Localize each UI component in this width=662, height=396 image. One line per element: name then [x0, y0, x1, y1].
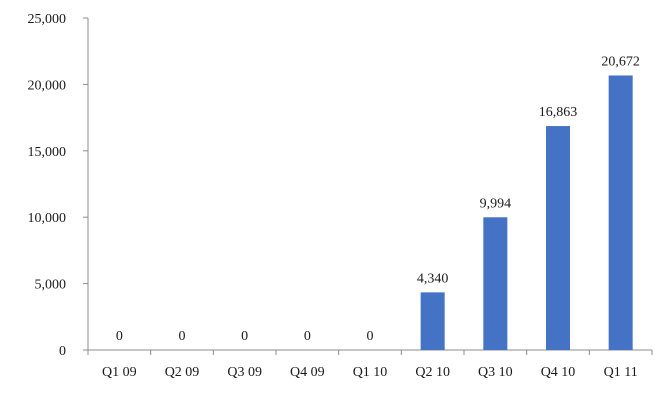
- x-tick-label: Q1 09: [102, 365, 137, 380]
- bar: [608, 75, 633, 351]
- x-axis: Q1 09 Q2 09 Q3 09 Q4 09 Q1 10 Q2 10 Q3 10 Q4 10…: [87, 349, 653, 380]
- y-tick-label: 0: [59, 344, 66, 359]
- bar: [483, 217, 508, 350]
- bar: [420, 292, 445, 350]
- data-label: 4,340: [417, 271, 449, 286]
- y-tick-label: 25,000: [28, 12, 67, 27]
- data-label: 9,994: [480, 196, 512, 211]
- data-label: 20,672: [601, 54, 640, 69]
- data-label: 0: [179, 329, 186, 344]
- x-tick-label: Q1 11: [604, 365, 638, 380]
- x-tick-label: Q3 09: [227, 365, 262, 380]
- bars: [420, 75, 633, 351]
- x-tick-label: Q2 09: [165, 365, 200, 380]
- y-tick-label: 20,000: [28, 78, 67, 93]
- x-tick-label: Q1 10: [353, 365, 388, 380]
- y-tick-label: 15,000: [28, 145, 67, 160]
- y-tick-label: 5,000: [35, 278, 67, 293]
- x-tick-label: Q3 10: [478, 365, 513, 380]
- y-tick-label: 10,000: [28, 211, 67, 226]
- data-label: 0: [367, 329, 374, 344]
- data-label: 0: [116, 329, 123, 344]
- data-label: 0: [241, 329, 248, 344]
- bar: [546, 126, 570, 350]
- data-labels: 0 0 0 0 0 4,340 9,994 16,863 20,672: [116, 54, 640, 344]
- x-tick-label: Q4 09: [290, 365, 325, 380]
- y-axis: 0 5,000 10,000 15,000 20,000 25,000: [28, 12, 89, 359]
- x-tick-label: Q2 10: [415, 365, 450, 380]
- x-tick-label: Q4 10: [541, 365, 576, 380]
- data-label: 16,863: [539, 105, 578, 120]
- data-label: 0: [304, 329, 311, 344]
